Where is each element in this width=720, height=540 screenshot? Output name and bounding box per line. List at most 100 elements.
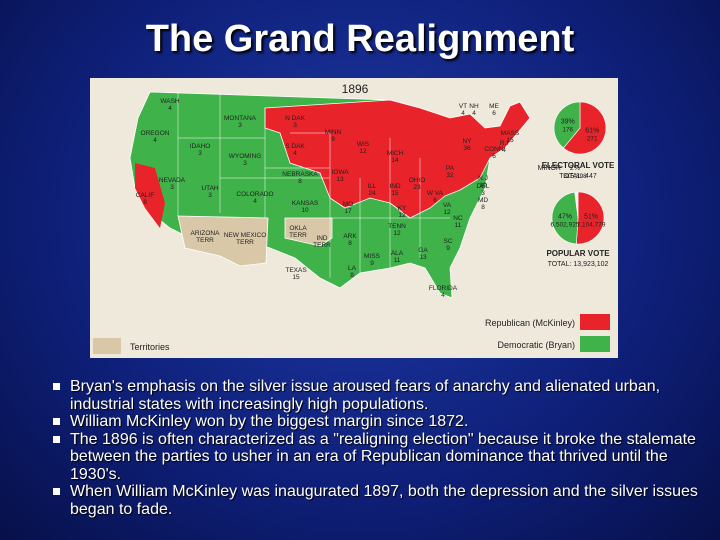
state-votes: 4 xyxy=(472,110,476,117)
state-votes: 36 xyxy=(463,145,471,152)
pie-slice xyxy=(574,191,579,219)
pie-label: 61% xyxy=(585,127,599,134)
state-name: OHIO xyxy=(409,177,426,184)
state-votes: TERR xyxy=(236,239,254,246)
state-borders xyxy=(177,92,450,278)
state-votes: 9 xyxy=(446,245,450,252)
state-votes: 4 xyxy=(153,137,157,144)
state-votes: 12 xyxy=(393,230,401,237)
pie-title: POPULAR VOTE xyxy=(546,249,610,258)
state-name: S DAK xyxy=(285,143,305,150)
state-votes: 3 xyxy=(208,192,212,199)
state-name: MICH xyxy=(387,150,404,157)
state-name: WASH xyxy=(160,98,180,105)
state-votes: 32 xyxy=(446,172,454,179)
state-votes: 12 xyxy=(398,212,406,219)
state-name: N DAK xyxy=(285,115,306,122)
state-votes: 8 xyxy=(143,199,147,206)
state-votes: 8 xyxy=(481,204,485,211)
state-votes: 6 xyxy=(433,197,437,204)
state-name: NEW MEXICO xyxy=(224,232,267,239)
state-name: IND xyxy=(389,183,401,190)
legend-label: Democratic (Bryan) xyxy=(497,340,575,350)
state-votes: 4 xyxy=(293,150,297,157)
state-name: UTAH xyxy=(201,185,219,192)
state-votes: 11 xyxy=(394,257,401,264)
state-name: ARIZONA xyxy=(191,230,221,237)
legend-swatch xyxy=(580,336,610,352)
state-name: CONN xyxy=(484,146,503,153)
california-republican xyxy=(135,163,165,228)
state-votes: 4 xyxy=(461,110,465,117)
pie-slice xyxy=(576,191,605,245)
state-name: GA xyxy=(418,247,428,254)
bullet-marker xyxy=(53,435,60,443)
state-name: DEL xyxy=(477,183,490,190)
pie-label: 47% xyxy=(558,213,572,220)
state-votes: 4 xyxy=(441,292,445,299)
state-name: NEVADA xyxy=(159,177,186,184)
pie-name: MINOR xyxy=(538,165,561,172)
legend-strip xyxy=(90,336,618,358)
bullet-text: William McKinley won by the biggest marg… xyxy=(70,413,469,430)
state-votes: 8 xyxy=(348,240,352,247)
territories xyxy=(284,217,333,247)
state-votes: 3 xyxy=(293,122,297,129)
bullet-item: When William McKinley was inaugurated 18… xyxy=(48,483,698,518)
state-votes: 3 xyxy=(243,160,247,167)
state-votes: TERR xyxy=(289,232,307,239)
pie-label: 39% xyxy=(561,119,575,126)
state-votes: 11 xyxy=(455,222,462,229)
bullet-item: William McKinley won by the biggest marg… xyxy=(48,413,698,431)
state-name: R.I xyxy=(500,140,509,147)
state-name: FLORIDA xyxy=(429,285,458,292)
state-name: W VA xyxy=(427,190,444,197)
legend-swatch xyxy=(580,314,610,330)
state-name: WYOMING xyxy=(229,153,262,160)
state-name: NH xyxy=(469,103,479,110)
state-votes: 24 xyxy=(368,190,376,197)
map-year: 1896 xyxy=(342,82,369,96)
state-votes: 10 xyxy=(301,207,309,214)
state-votes: 15 xyxy=(292,274,300,281)
legend-swatch xyxy=(93,338,121,354)
state-votes: 3 xyxy=(170,184,174,191)
state-votes: 9 xyxy=(331,136,335,143)
state-name: NEBRASKA xyxy=(282,171,318,178)
state-votes: 14 xyxy=(391,157,399,164)
state-votes: 3 xyxy=(198,150,202,157)
election-map: Territories Republican (McKinley) Democr… xyxy=(90,78,618,358)
state-name: KANSAS xyxy=(292,200,319,207)
bullet-item: Bryan's emphasis on the silver issue aro… xyxy=(48,378,698,413)
slide-title: The Grand Realignment xyxy=(145,18,575,60)
state-votes: 3 xyxy=(481,190,485,197)
state-name: ARK xyxy=(343,233,357,240)
state-name: TENN xyxy=(388,223,406,230)
state-name: ILL xyxy=(367,183,376,190)
state-name: N.J xyxy=(478,175,488,182)
bullet-item: The 1896 is often characterized as a "re… xyxy=(48,431,698,484)
state-name: OREGON xyxy=(141,130,170,137)
pie-votes: 271 xyxy=(587,135,598,142)
state-name: IOWA xyxy=(331,169,349,176)
state-name: VA xyxy=(443,202,452,209)
state-votes: 4 xyxy=(253,198,257,205)
state-name: COLORADO xyxy=(236,191,273,198)
bullet-list: Bryan's emphasis on the silver issue aro… xyxy=(48,378,698,518)
state-votes: 9 xyxy=(370,260,374,267)
state-name: MO xyxy=(343,201,353,208)
bullet-marker xyxy=(53,488,60,495)
state-votes: 3 xyxy=(238,122,242,129)
state-votes: TERR xyxy=(196,237,214,244)
state-votes: 6 xyxy=(492,153,496,160)
state-votes: 15 xyxy=(391,190,399,197)
state-name: MINN xyxy=(325,129,342,136)
state-votes: 15 xyxy=(506,137,514,144)
state-name: WIS xyxy=(357,141,370,148)
pie-label: 51% xyxy=(584,213,598,220)
state-name: IND xyxy=(316,235,328,242)
state-name: IDAHO xyxy=(190,143,211,150)
state-name: LA xyxy=(348,265,357,272)
state-votes: 8 xyxy=(350,272,354,279)
state-votes: 4 xyxy=(502,147,506,154)
